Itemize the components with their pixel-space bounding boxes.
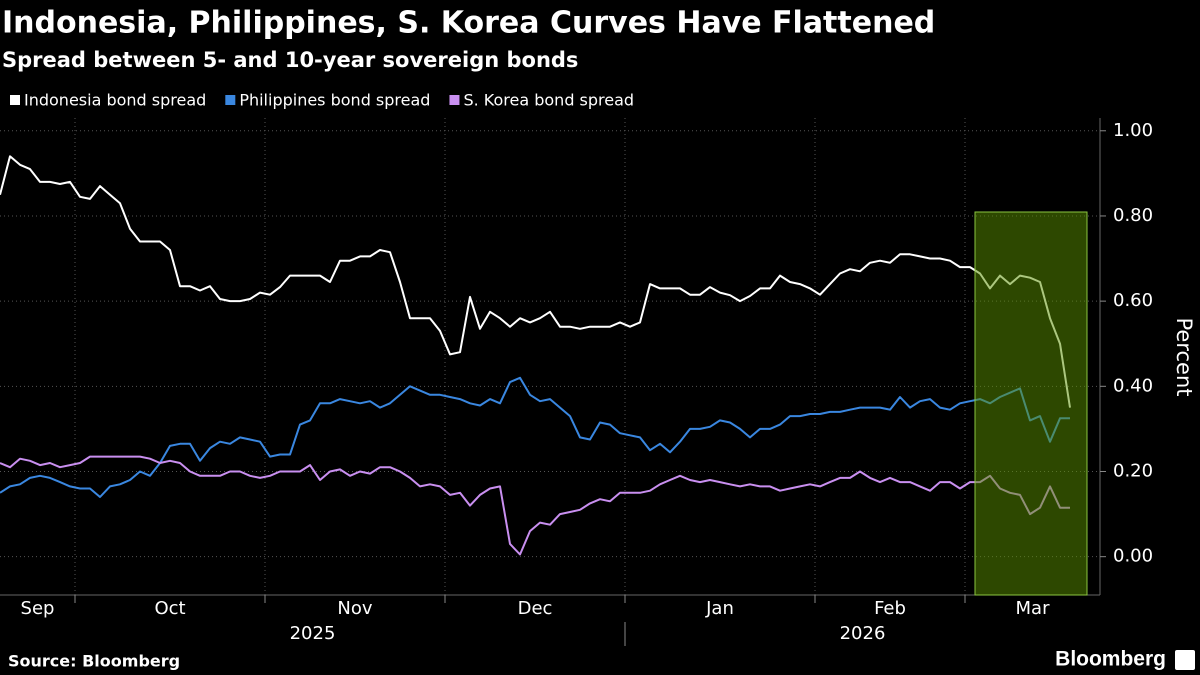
source: Source: Bloomberg [8, 652, 180, 671]
series-line [0, 155, 1071, 408]
y-tick-label: 1.00 [1113, 120, 1153, 141]
legend-label: Indonesia bond spread [24, 91, 206, 110]
legend-label: S. Korea bond spread [463, 91, 634, 110]
x-tick-label: Feb [874, 598, 906, 619]
chart-subtitle: Spread between 5- and 10-year sovereign … [2, 48, 578, 72]
x-tick-label: Mar [1016, 598, 1051, 619]
legend-swatch [10, 95, 20, 105]
series-line [0, 376, 1070, 498]
series-line [0, 455, 1070, 556]
y-tick-label: 0.00 [1113, 546, 1153, 567]
y-tick-label: 0.60 [1113, 290, 1153, 311]
y-axis-label: Percent [1172, 317, 1196, 396]
y-tick-label: 0.20 [1113, 460, 1153, 481]
year-label: 2026 [840, 623, 886, 644]
legend-swatch [225, 95, 236, 105]
year-label: 2025 [290, 623, 336, 644]
legend-label: Philippines bond spread [239, 91, 430, 110]
x-tick-label: Sep [21, 598, 55, 619]
chart-title: Indonesia, Philippines, S. Korea Curves … [2, 6, 935, 41]
highlight-box [974, 211, 1088, 596]
y-tick-label: 0.80 [1113, 205, 1153, 226]
legend-swatch [449, 95, 460, 105]
logo: Bloomberg [1055, 648, 1166, 671]
logo-icon [1175, 650, 1195, 670]
x-tick-label: Oct [154, 598, 185, 619]
y-tick-label: 0.40 [1113, 375, 1153, 396]
x-tick-label: Nov [337, 598, 372, 619]
x-tick-label: Dec [518, 598, 553, 619]
x-tick-label: Jan [705, 598, 734, 619]
